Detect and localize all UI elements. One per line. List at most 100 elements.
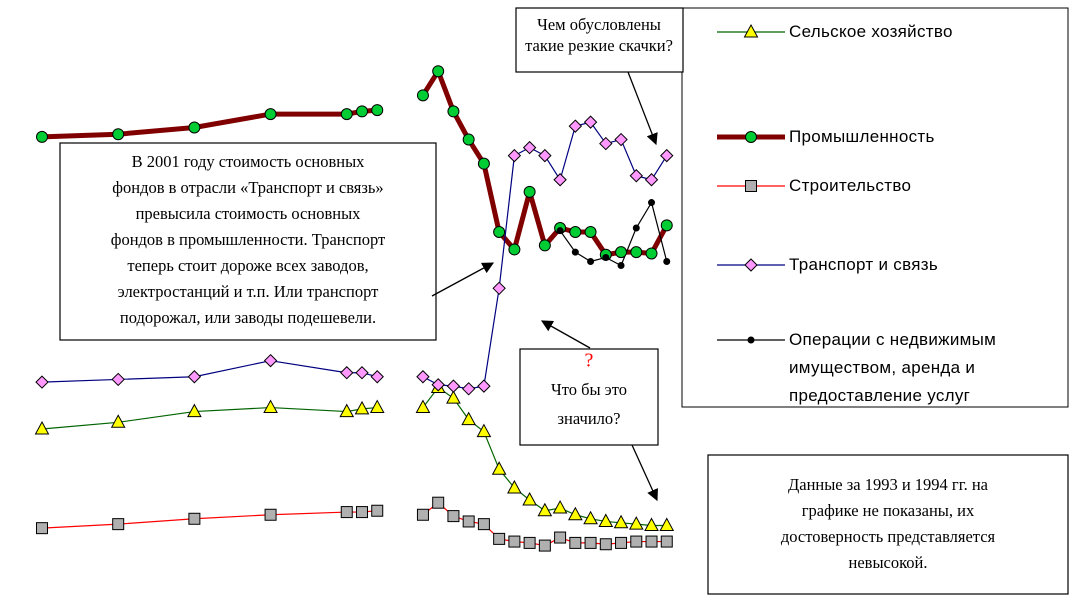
marker (617, 262, 625, 270)
marker (36, 130, 48, 143)
marker (462, 515, 475, 528)
marker (538, 239, 551, 252)
marker (660, 535, 673, 548)
marker (493, 532, 506, 545)
legend-label: Промышленность (789, 127, 935, 146)
marker (663, 258, 671, 265)
marker (416, 508, 429, 521)
marker (632, 224, 640, 232)
marker (431, 378, 445, 392)
marker (491, 461, 507, 475)
marker (477, 518, 490, 531)
marker (111, 372, 125, 387)
marker (188, 512, 201, 525)
annotation-text: теперь стоит дороже всех заводов, (127, 256, 368, 275)
annotation-text: фондов в промышленности. Транспорт (111, 230, 386, 249)
marker (743, 23, 759, 38)
annotation-box (59, 142, 437, 341)
marker (568, 119, 583, 133)
marker (461, 382, 476, 396)
marker (356, 506, 368, 519)
marker (356, 105, 368, 118)
annotation-text: Что бы это (551, 380, 627, 399)
annotations: Чем обусловлены такие резкие скачки? В 200… (59, 7, 1069, 595)
legend-label-box: Транспорт и связь (789, 255, 938, 274)
annotation-text: значило? (558, 409, 621, 428)
marker (507, 148, 522, 163)
marker (446, 379, 461, 393)
marker (507, 479, 522, 494)
marker (644, 517, 659, 531)
marker (628, 516, 644, 530)
marker (354, 400, 370, 415)
marker (432, 496, 445, 509)
annotation-box (515, 7, 684, 73)
marker (629, 169, 643, 183)
marker (187, 370, 202, 384)
marker (339, 403, 355, 418)
marker (523, 185, 536, 198)
marker (571, 248, 579, 256)
marker (188, 121, 201, 134)
marker (447, 105, 460, 118)
arrow (627, 71, 658, 146)
marker (477, 157, 490, 170)
marker (583, 510, 598, 525)
marker (584, 536, 597, 549)
marker (747, 336, 755, 344)
marker (660, 148, 674, 163)
annotation-text: фондов в отрасли «Транспорт и связь» (112, 178, 383, 197)
marker (477, 379, 491, 393)
marker (602, 253, 610, 261)
marker (461, 411, 477, 426)
legend: Сельское хозяйство Промышленность Строител… (717, 22, 997, 405)
marker (492, 281, 506, 296)
marker (355, 366, 369, 380)
marker (645, 535, 658, 548)
marker (462, 133, 475, 146)
legend-label-box: Операции с недвижимым имуществом, аренда… (789, 330, 997, 405)
arrows (431, 71, 658, 502)
marker (569, 226, 582, 239)
marker (446, 390, 461, 404)
marker (744, 258, 758, 272)
annotation-text: графике не показаны, их (802, 501, 975, 520)
annotation-text: подорожал, или заводы подешевели. (120, 308, 376, 327)
markers (34, 65, 675, 552)
marker (493, 226, 506, 239)
legend-label: Операции с недвижимым имуществом, аренда… (789, 330, 997, 405)
marker (615, 246, 628, 259)
marker (370, 370, 384, 384)
annotation-text: электростанций и т.п. Или транспорт (118, 282, 379, 301)
marker (630, 535, 643, 548)
marker (598, 513, 614, 527)
marker (745, 131, 757, 143)
marker (553, 173, 567, 187)
marker (340, 506, 353, 519)
legend-label-box: Промышленность (789, 127, 935, 146)
annotation-text: В 2001 году стоимость основных (132, 152, 366, 171)
marker (556, 227, 564, 235)
marker (36, 522, 48, 535)
marker (264, 108, 277, 121)
arrow (540, 320, 591, 349)
marker (371, 104, 384, 117)
marker (112, 518, 125, 531)
legend-label: Строительство (789, 176, 912, 195)
marker (416, 89, 429, 102)
marker (447, 510, 460, 523)
annotation-text: ? (585, 350, 594, 372)
marker (538, 148, 552, 163)
annotation-text: такие резкие скачки? (525, 36, 673, 55)
marker (340, 108, 353, 121)
marker (537, 502, 553, 517)
legend-label-box: Строительство (789, 176, 912, 195)
marker (538, 539, 551, 552)
marker (659, 517, 675, 531)
marker (745, 180, 757, 192)
marker (415, 399, 431, 414)
marker (371, 504, 384, 517)
marker (264, 508, 277, 521)
marker (552, 500, 568, 514)
